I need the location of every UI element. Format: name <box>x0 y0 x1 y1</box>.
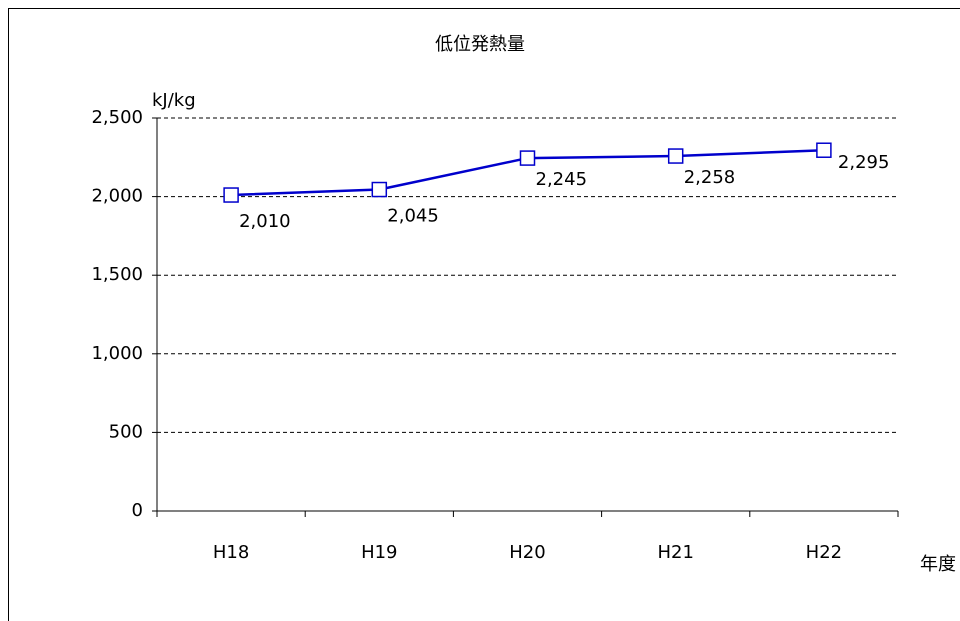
x-tick-label: H21 <box>657 542 693 563</box>
y-tick-label: 1,000 <box>91 343 143 364</box>
marker <box>816 142 832 158</box>
y-tick-label: 0 <box>132 500 143 521</box>
x-tick-label: H18 <box>213 542 249 563</box>
frame <box>8 8 960 621</box>
x-tick-label: H22 <box>806 542 842 563</box>
x-axis-label: 年度 <box>920 554 956 575</box>
data-label: 2,258 <box>684 167 736 188</box>
y-tick-label: 500 <box>109 421 143 442</box>
marker <box>223 187 239 203</box>
data-label: 2,295 <box>838 152 890 173</box>
y-axis-label: kJ/kg <box>152 90 196 111</box>
x-tick-label: H19 <box>361 542 397 563</box>
marker <box>371 181 388 198</box>
chart-title: 低位発熱量 <box>435 34 525 55</box>
x-tick-label: H20 <box>509 542 545 563</box>
y-tick-label: 2,000 <box>91 186 143 207</box>
data-label: 2,245 <box>536 169 588 190</box>
marker <box>667 148 684 164</box>
marker <box>519 150 536 166</box>
data-label: 2,010 <box>239 211 291 232</box>
y-tick-label: 2,500 <box>91 107 143 128</box>
data-label: 2,045 <box>387 206 439 227</box>
y-tick-label: 1,500 <box>91 264 143 285</box>
